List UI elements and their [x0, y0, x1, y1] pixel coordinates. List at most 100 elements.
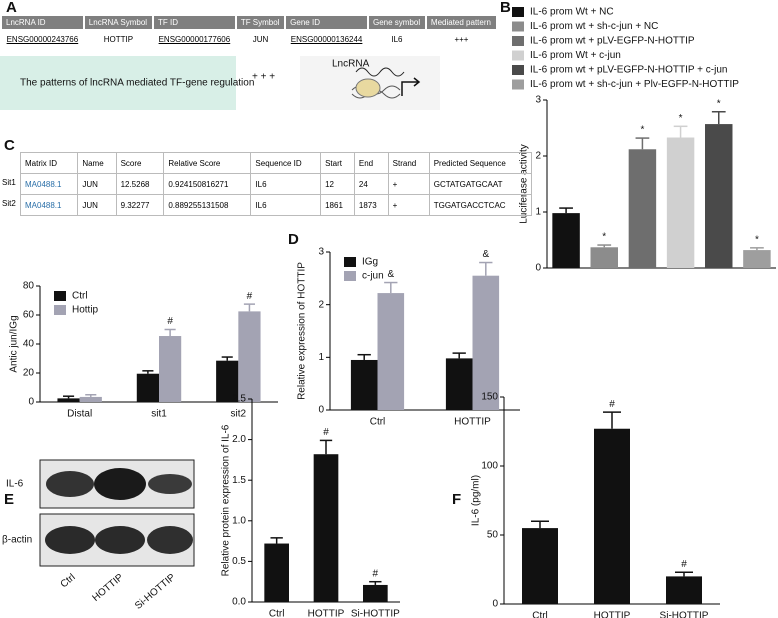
legend-swatch — [54, 291, 66, 301]
panel-c-table: Matrix ID Name Score Relative Score Sequ… — [19, 152, 533, 216]
significance-label: * — [755, 234, 759, 245]
x-tick-label: Ctrl — [370, 417, 386, 428]
panel-a-table: LncRNA ID LncRNA Symbol TF ID TF Symbol … — [0, 14, 498, 49]
legend-label: IL-6 prom Wt + NC — [530, 7, 614, 18]
blot-band — [45, 526, 95, 554]
y-tick-label: 40 — [23, 339, 35, 350]
blot-row-label: β-actin — [2, 535, 32, 546]
panel-label: F — [452, 491, 461, 508]
legend-swatch — [54, 305, 66, 315]
header-cell: Sequence ID — [250, 152, 322, 174]
x-tick-label: Ctrl — [532, 611, 548, 618]
legend-label: IGg — [362, 257, 378, 268]
cell: ENSG00000136244 — [290, 34, 363, 44]
legend-swatch — [512, 21, 524, 32]
blot-band — [46, 471, 94, 497]
cell: 9.32277 — [115, 194, 165, 216]
significance-label: * — [679, 113, 683, 124]
significance-label: # — [609, 399, 615, 410]
bar — [628, 149, 657, 268]
pattern-box — [0, 56, 236, 110]
x-tick-label: HOTTIP — [308, 609, 345, 618]
x-tick-label: Si-HOTTIP — [660, 611, 709, 618]
panel-label: E — [4, 491, 14, 508]
blot-band — [94, 468, 146, 500]
x-tick-label: HOTTIP — [594, 611, 631, 618]
x-tick-label: Distal — [67, 409, 92, 420]
header-cell: Start — [320, 152, 355, 174]
bar — [552, 213, 580, 268]
lncrna-squiggle — [355, 67, 405, 77]
cell: HOTTIP — [103, 34, 134, 44]
y-tick-label: 0 — [318, 405, 324, 416]
y-tick-label: 0.0 — [232, 597, 246, 608]
y-tick-label: 100 — [481, 461, 498, 472]
legend-swatch — [512, 36, 524, 46]
blot-row-label: IL-6 — [6, 479, 24, 490]
legend-swatch — [512, 7, 524, 17]
legend-swatch — [512, 79, 524, 90]
legend-label: Hottip — [72, 305, 99, 316]
cell: + — [387, 173, 430, 195]
bar — [216, 360, 239, 402]
bar — [159, 336, 182, 402]
cell: GCTATGATGCAAT — [428, 173, 533, 195]
blot-band — [148, 474, 192, 494]
legend-label: IL-6 prom wt + sh-c-jun + NC — [530, 21, 658, 32]
header-cell: Gene ID — [286, 16, 367, 29]
y-tick-label: 2 — [535, 151, 541, 162]
cell[interactable]: MA0488.1 — [19, 173, 79, 195]
significance-label: * — [602, 232, 606, 243]
cell: 1861 — [320, 194, 355, 216]
significance-label: # — [373, 568, 379, 579]
y-tick-label: 0 — [28, 397, 34, 408]
panel-label: D — [288, 231, 299, 248]
y-tick-label: 0 — [492, 599, 498, 610]
cell: 0.889255131508 — [163, 194, 252, 216]
x-tick-label: HOTTIP — [454, 417, 491, 428]
header-cell: End — [353, 152, 389, 174]
y-tick-label: 1.0 — [232, 515, 246, 526]
blot-band — [95, 526, 145, 554]
bar — [350, 359, 378, 410]
bar — [313, 454, 339, 602]
blot-lane-label: HOTTIP — [90, 572, 125, 604]
legend-label: IL-6 prom wt + pLV-EGFP-N-HOTTIP — [530, 36, 695, 47]
pattern-symbol: + + + — [252, 72, 275, 83]
legend-swatch — [344, 271, 356, 281]
cell[interactable]: MA0488.1 — [19, 194, 79, 216]
bar — [666, 576, 702, 604]
bar — [57, 398, 80, 402]
blot-lane-label: Si-HOTTIP — [133, 572, 178, 612]
header-cell: Gene symbol — [368, 16, 425, 29]
bar — [472, 275, 500, 410]
legend-swatch — [344, 257, 356, 267]
header-cell: TF ID — [154, 16, 235, 29]
y-tick-label: 20 — [23, 368, 35, 379]
y-tick-label: 2.0 — [232, 434, 246, 445]
cell: ENSG00000243766 — [6, 34, 79, 44]
y-tick-label: 150 — [481, 392, 498, 403]
header-cell: Mediated pattern — [426, 16, 496, 29]
cell: TGGATGACCTCAC — [428, 194, 533, 216]
significance-label: # — [681, 559, 687, 570]
panel-label: C — [4, 137, 15, 154]
significance-label: # — [247, 291, 253, 302]
row-label: Sit2 — [2, 199, 16, 208]
pattern-text: The patterns of lncRNA mediated TF-gene … — [20, 78, 254, 89]
legend-swatch — [512, 50, 524, 61]
bar — [705, 124, 733, 268]
header-cell: Predicted Sequence — [428, 152, 533, 174]
cell: 12.5268 — [115, 173, 165, 195]
y-tick-label: 1 — [318, 352, 324, 363]
y-tick-label: 80 — [23, 281, 35, 292]
cell: 12 — [320, 173, 355, 195]
legend-label: IL-6 prom wt + sh-c-jun + Plv-EGFP-N-HOT… — [530, 79, 739, 90]
data-row: ENSG00000243766 HOTTIP ENSG00000177606 J… — [2, 31, 496, 47]
legend-label: Ctrl — [72, 291, 88, 302]
y-tick-label: 2 — [318, 299, 324, 310]
bar — [743, 250, 771, 268]
bar — [363, 584, 388, 602]
y-tick-label: 50 — [487, 530, 499, 541]
